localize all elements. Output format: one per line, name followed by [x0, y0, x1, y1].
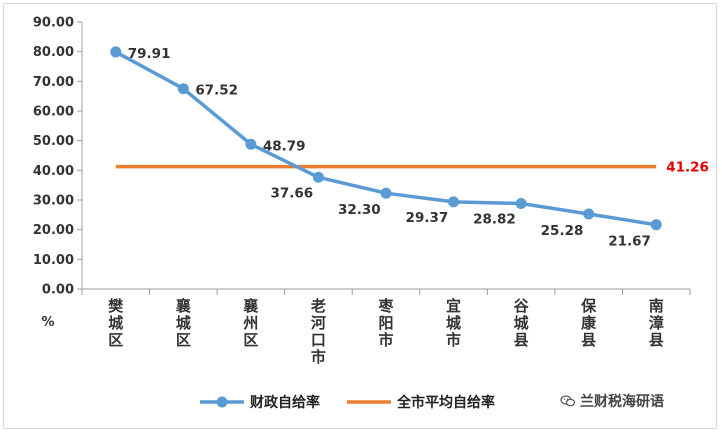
x-category-label: 老河口市 — [310, 297, 326, 366]
x-category-label: 樊城区 — [108, 297, 124, 349]
data-label: 32.30 — [338, 202, 381, 218]
data-label: 21.67 — [608, 234, 651, 250]
data-label: 28.82 — [473, 212, 516, 228]
axes — [81, 22, 690, 290]
y-axis-label: % — [41, 315, 54, 330]
legend-label-series-1: 财政自给率 — [249, 394, 320, 411]
y-ticks: 0.00 10.00 20.00 30.00 40.00 50.00 60.00 70.00 8… — [33, 16, 82, 330]
x-category-label: 保康县 — [580, 297, 597, 349]
wechat-icon — [560, 395, 576, 407]
y-tick-label: 50.00 — [33, 134, 74, 149]
y-tick-label: 80.00 — [33, 45, 74, 60]
watermark-text: 兰财税海研语 — [580, 394, 664, 410]
series-layer: 41.26 79.91 67.52 48.79 37.66 32.30 29.37 28.82… — [110, 46, 709, 250]
data-label: 67.52 — [195, 83, 238, 99]
legend-label-series-2: 全市平均自给率 — [396, 394, 495, 411]
y-tick-label: 10.00 — [33, 253, 74, 268]
data-point — [177, 83, 189, 95]
y-tick-label: 30.00 — [33, 194, 74, 209]
x-category-label: 谷城县 — [514, 297, 530, 349]
y-tick-label: 90.00 — [33, 16, 74, 31]
x-category-label: 南漳县 — [649, 297, 664, 349]
data-label: 29.37 — [406, 210, 449, 226]
data-label: 79.91 — [128, 46, 171, 62]
y-tick-label: 40.00 — [33, 164, 74, 179]
series-line — [114, 50, 657, 227]
data-point — [312, 171, 324, 183]
data-point — [515, 198, 527, 210]
y-tick-label: 20.00 — [33, 223, 74, 238]
data-point — [110, 46, 122, 58]
watermark: 兰财税海研语 — [560, 391, 664, 411]
y-tick-label: 0.00 — [42, 283, 74, 298]
legend: 财政自给率 全市平均自给率 — [200, 394, 495, 411]
y-tick-label: 60.00 — [33, 105, 74, 120]
x-category-label: 襄城区 — [175, 297, 192, 349]
x-category-label: 枣阳市 — [377, 297, 394, 349]
data-point — [448, 196, 460, 208]
x-category-label: 宜城市 — [446, 297, 461, 349]
y-tick-label: 70.00 — [33, 75, 74, 90]
data-point — [583, 208, 595, 220]
data-label: 48.79 — [263, 138, 306, 154]
legend-marker-series-1 — [216, 396, 228, 408]
data-point — [650, 219, 662, 231]
x-category-label: 襄州区 — [242, 297, 259, 349]
data-point — [245, 138, 257, 150]
data-point — [380, 187, 392, 199]
data-label: 37.66 — [270, 185, 313, 201]
x-categories: 樊城区 襄城区 襄州区 老河口市 枣阳市 宜城市 谷城县 保康县 南漳县 — [81, 289, 691, 366]
data-label: 25.28 — [541, 223, 584, 239]
average-label: 41.26 — [666, 160, 709, 176]
